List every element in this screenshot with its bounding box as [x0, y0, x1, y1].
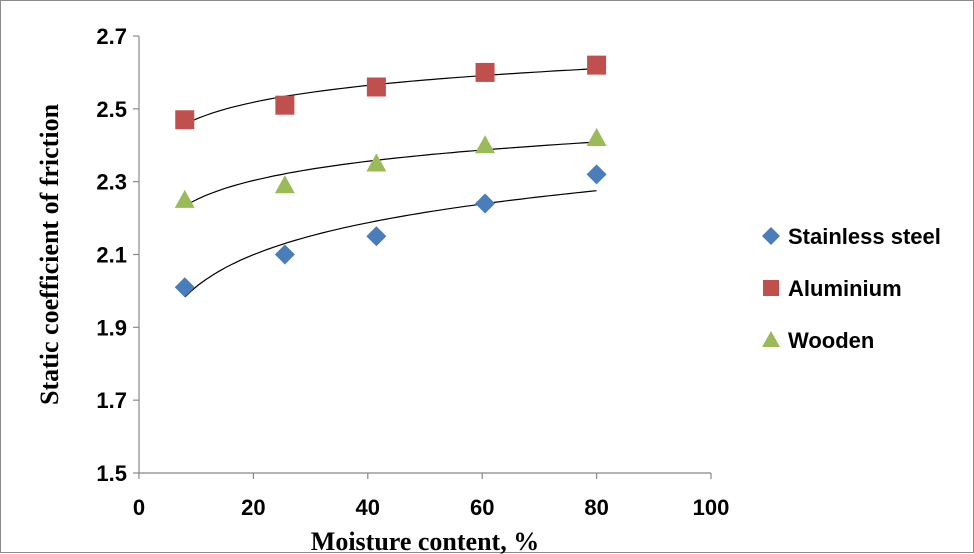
legend-marker — [763, 280, 779, 296]
data-point — [366, 226, 387, 247]
y-tick-label: 1.9 — [96, 315, 127, 340]
x-tick-label: 80 — [584, 495, 608, 520]
x-tick-label: 0 — [133, 495, 145, 520]
y-tick-label: 2.5 — [96, 97, 127, 122]
x-tick-label: 40 — [356, 495, 380, 520]
x-tick-label: 100 — [693, 495, 730, 520]
y-tick-label: 2.3 — [96, 170, 127, 195]
x-tick-label: 60 — [470, 495, 494, 520]
trendline — [184, 68, 597, 126]
data-point — [475, 135, 496, 154]
markers — [174, 55, 607, 298]
data-point — [586, 164, 607, 185]
data-point — [586, 127, 607, 146]
data-point — [274, 175, 295, 194]
legend-label: Wooden — [788, 328, 874, 353]
legend-marker — [762, 331, 780, 347]
legend-label: Aluminium — [788, 276, 902, 301]
trendline — [184, 190, 597, 298]
legend-marker — [762, 227, 780, 245]
data-point — [475, 62, 495, 82]
data-point — [366, 153, 387, 172]
data-point — [275, 95, 295, 115]
x-axis-title: Moisture content, % — [311, 527, 539, 554]
legend-label: Stainless steel — [788, 224, 941, 249]
y-tick-label: 2.7 — [96, 24, 127, 49]
y-tick-label: 2.1 — [96, 243, 127, 268]
legend: Stainless steel Aluminium Wooden — [762, 224, 941, 353]
data-point — [587, 55, 607, 75]
axes: 1.5 1.7 1.9 2.1 2.3 2.5 2.7 0 20 40 60 80 100 — [96, 24, 729, 520]
y-axis-title: Static coefficient of friction — [35, 103, 64, 405]
data-point — [274, 244, 295, 265]
x-tick-label: 20 — [241, 495, 265, 520]
y-tick-label: 1.7 — [96, 388, 127, 413]
y-tick-label: 1.5 — [96, 461, 127, 486]
trendlines — [184, 68, 597, 298]
trendline — [184, 141, 597, 207]
data-point — [174, 189, 195, 208]
data-point — [475, 193, 496, 214]
data-point — [366, 77, 386, 97]
data-point — [174, 277, 195, 298]
data-point — [175, 110, 195, 130]
